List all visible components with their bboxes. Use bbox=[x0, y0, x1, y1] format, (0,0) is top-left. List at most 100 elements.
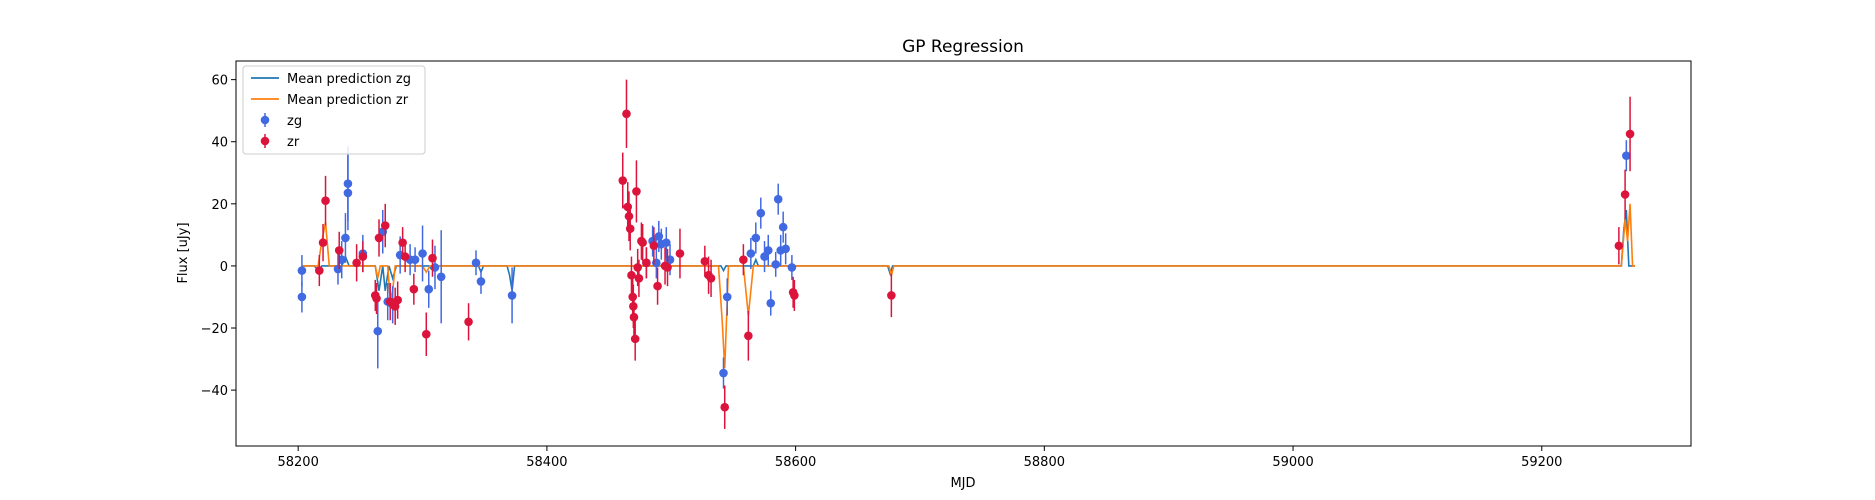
y-axis-label: Flux [uJy] bbox=[176, 222, 191, 283]
plot-area bbox=[297, 79, 1636, 429]
data-point-zr bbox=[622, 109, 631, 119]
data-point-zg bbox=[297, 266, 307, 275]
prediction-lines bbox=[301, 203, 1636, 369]
legend: Mean prediction zg Mean prediction zr zg zr bbox=[242, 65, 426, 155]
data-point-zg bbox=[787, 263, 797, 272]
legend-box bbox=[242, 65, 426, 155]
data-point-zg bbox=[722, 292, 732, 302]
data-point-zr bbox=[627, 270, 636, 280]
data-point-zr bbox=[374, 233, 384, 243]
x-tick-label: 59000 bbox=[1272, 455, 1313, 470]
plot-frame bbox=[235, 60, 1692, 447]
data-point-zg bbox=[781, 244, 790, 254]
data-point-zr bbox=[409, 284, 419, 294]
data-point-zr bbox=[634, 274, 644, 283]
data-point-zr bbox=[739, 255, 748, 265]
data-point-zg bbox=[771, 260, 781, 269]
data-point-zr bbox=[624, 211, 634, 221]
data-point-zr bbox=[887, 291, 896, 300]
data-point-zr bbox=[1625, 129, 1635, 139]
data-point-zr bbox=[393, 295, 402, 305]
data-point-zr bbox=[632, 187, 641, 196]
data-point-zg bbox=[341, 233, 350, 243]
data-point-zr bbox=[372, 294, 381, 303]
legend-label: Mean prediction zg bbox=[287, 72, 411, 87]
data-point-zg bbox=[661, 238, 671, 247]
data-point-zg bbox=[719, 368, 728, 378]
legend-label: Mean prediction zr bbox=[287, 93, 409, 108]
data-point-zg bbox=[424, 284, 434, 294]
data-point-zr bbox=[675, 249, 685, 258]
x-tick-label: 58800 bbox=[1024, 455, 1065, 470]
data-point-zr bbox=[321, 196, 330, 206]
data-point-zg bbox=[418, 249, 427, 258]
data-point-zg bbox=[476, 277, 486, 286]
data-point-zg bbox=[756, 208, 766, 218]
x-axis-label: MJD bbox=[950, 476, 975, 491]
data-point-zr bbox=[663, 263, 672, 272]
data-point-zr bbox=[318, 238, 328, 247]
y-tick-label: −20 bbox=[201, 322, 228, 337]
data-point-zg bbox=[763, 246, 773, 255]
data-point-zr bbox=[1620, 190, 1630, 199]
data-point-zr bbox=[720, 402, 730, 412]
x-tick-label: 58400 bbox=[526, 455, 567, 470]
data-point-zr bbox=[630, 334, 640, 344]
data-point-zr bbox=[400, 252, 410, 261]
y-tick-label: 40 bbox=[211, 136, 228, 151]
legend-point-marker bbox=[260, 136, 270, 146]
data-point-zg bbox=[471, 258, 481, 268]
y-tick-label: 60 bbox=[211, 74, 228, 89]
data-point-zr bbox=[653, 281, 662, 291]
data-point-zr bbox=[642, 258, 651, 268]
chart-title: GP Regression bbox=[902, 37, 1024, 57]
data-point-zr bbox=[464, 317, 473, 327]
data-point-zg bbox=[297, 292, 307, 302]
prediction-line-zr bbox=[301, 203, 1636, 369]
data-point-zr bbox=[700, 256, 710, 266]
y-tick-label: 0 bbox=[220, 260, 228, 275]
data-point-zg bbox=[436, 272, 446, 282]
data-point-zr bbox=[706, 274, 716, 283]
data-point-zr bbox=[638, 238, 647, 247]
data-point-zr bbox=[352, 258, 361, 268]
data-point-zg bbox=[373, 326, 383, 336]
data-point-zg bbox=[778, 222, 788, 232]
data-point-zr bbox=[380, 221, 390, 230]
x-axis-ticks: 58200 58400 58600 58800 59000 59200 bbox=[277, 446, 1562, 470]
x-tick-label: 59200 bbox=[1521, 455, 1562, 470]
data-point-zg bbox=[760, 252, 769, 261]
data-point-zg bbox=[507, 291, 517, 300]
data-points bbox=[297, 79, 1635, 429]
y-tick-label: 20 bbox=[211, 198, 228, 213]
data-point-zr bbox=[358, 252, 368, 261]
data-point-zg bbox=[410, 255, 420, 265]
legend-label: zr bbox=[287, 135, 300, 150]
data-point-zr bbox=[334, 246, 344, 255]
data-point-zr bbox=[421, 329, 431, 339]
data-point-zg bbox=[751, 233, 761, 243]
x-tick-label: 58200 bbox=[277, 455, 318, 470]
data-point-zr bbox=[1614, 241, 1624, 251]
data-point-zg bbox=[773, 194, 783, 204]
data-point-zg bbox=[343, 179, 353, 188]
y-tick-label: −40 bbox=[201, 384, 228, 399]
legend-point-marker bbox=[260, 115, 270, 125]
data-point-zr bbox=[428, 253, 437, 263]
data-point-zr bbox=[790, 291, 799, 300]
y-axis-ticks: −40 −20 0 20 40 60 bbox=[201, 74, 236, 399]
legend-label: zg bbox=[287, 114, 302, 129]
data-point-zr bbox=[649, 241, 659, 251]
data-point-zr bbox=[625, 224, 635, 233]
data-point-zr bbox=[315, 266, 324, 275]
data-point-zr bbox=[633, 263, 642, 272]
x-tick-label: 58600 bbox=[775, 455, 816, 470]
data-point-zg bbox=[766, 298, 776, 308]
data-point-zg bbox=[746, 249, 756, 258]
data-point-zg bbox=[1622, 151, 1631, 160]
data-point-zr bbox=[618, 176, 628, 185]
data-point-zg bbox=[333, 264, 343, 274]
data-point-zr bbox=[744, 331, 753, 341]
data-point-zr bbox=[629, 312, 639, 322]
